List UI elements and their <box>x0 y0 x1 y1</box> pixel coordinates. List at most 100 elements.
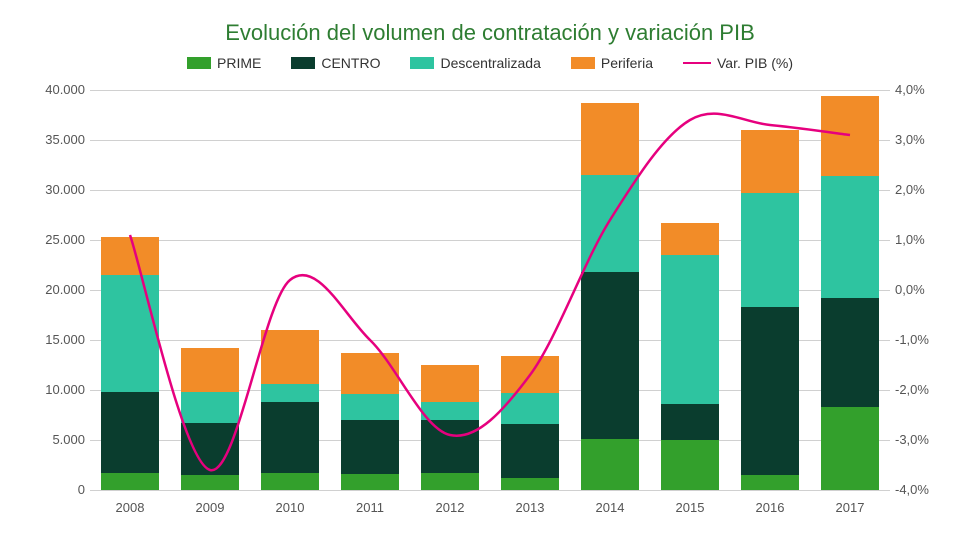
y-left-tick-label: 20.000 <box>30 282 85 297</box>
bar-segment <box>501 356 559 393</box>
y-axis-right: -4,0%-3,0%-2,0%-1,0%0,0%1,0%2,0%3,0%4,0% <box>895 90 950 490</box>
y-axis-left: 05.00010.00015.00020.00025.00030.00035.0… <box>30 90 85 490</box>
bar-segment <box>501 424 559 478</box>
legend-item: Periferia <box>571 55 653 71</box>
legend-label: Var. PIB (%) <box>717 55 793 71</box>
x-tick-label: 2011 <box>330 500 410 530</box>
bar-group <box>101 237 159 490</box>
legend-swatch <box>291 57 315 69</box>
x-tick-label: 2010 <box>250 500 330 530</box>
legend-swatch <box>187 57 211 69</box>
bar-segment <box>101 237 159 275</box>
bar-segment <box>661 255 719 404</box>
bar-group <box>421 365 479 490</box>
y-right-tick-label: -4,0% <box>895 482 950 497</box>
y-right-tick-label: -3,0% <box>895 432 950 447</box>
bar-segment <box>821 96 879 176</box>
bar-segment <box>421 402 479 420</box>
bar-segment <box>181 348 239 392</box>
legend: PRIME CENTRO Descentralizada Periferia Var. … <box>0 55 980 71</box>
legend-item: PRIME <box>187 55 261 71</box>
y-right-tick-label: -1,0% <box>895 332 950 347</box>
bar-segment <box>101 473 159 490</box>
bar-group <box>581 103 639 490</box>
bar-group <box>741 130 799 490</box>
bar-segment <box>501 393 559 424</box>
bar-segment <box>181 423 239 475</box>
x-tick-label: 2009 <box>170 500 250 530</box>
y-right-tick-label: -2,0% <box>895 382 950 397</box>
bar-segment <box>261 330 319 384</box>
x-tick-label: 2014 <box>570 500 650 530</box>
bar-group <box>341 353 399 490</box>
plot-area <box>90 90 890 490</box>
legend-line-swatch <box>683 62 711 64</box>
x-tick-label: 2013 <box>490 500 570 530</box>
x-tick-label: 2015 <box>650 500 730 530</box>
bar-segment <box>581 272 639 439</box>
legend-label: Periferia <box>601 55 653 71</box>
bar-segment <box>101 392 159 473</box>
bar-group <box>261 330 319 490</box>
legend-swatch <box>410 57 434 69</box>
bars-layer <box>90 90 890 490</box>
bar-segment <box>581 103 639 175</box>
bar-segment <box>181 392 239 423</box>
y-right-tick-label: 2,0% <box>895 182 950 197</box>
y-right-tick-label: 1,0% <box>895 232 950 247</box>
x-tick-label: 2008 <box>90 500 170 530</box>
legend-label: PRIME <box>217 55 261 71</box>
bar-group <box>501 356 559 490</box>
y-right-tick-label: 0,0% <box>895 282 950 297</box>
bar-segment <box>341 353 399 394</box>
bar-segment <box>341 474 399 490</box>
legend-item: CENTRO <box>291 55 380 71</box>
bar-segment <box>741 130 799 193</box>
bar-segment <box>421 473 479 490</box>
bar-segment <box>741 475 799 490</box>
y-right-tick-label: 4,0% <box>895 82 950 97</box>
bar-group <box>661 223 719 490</box>
y-left-tick-label: 5.000 <box>30 432 85 447</box>
chart-container: Evolución del volumen de contratación y … <box>0 0 980 560</box>
y-left-tick-label: 40.000 <box>30 82 85 97</box>
x-tick-label: 2012 <box>410 500 490 530</box>
y-left-tick-label: 10.000 <box>30 382 85 397</box>
bar-segment <box>741 193 799 307</box>
bar-segment <box>661 440 719 490</box>
bar-segment <box>581 439 639 490</box>
bar-segment <box>181 475 239 490</box>
y-right-tick-label: 3,0% <box>895 132 950 147</box>
bar-segment <box>741 307 799 475</box>
y-left-tick-label: 15.000 <box>30 332 85 347</box>
y-left-tick-label: 30.000 <box>30 182 85 197</box>
x-tick-label: 2017 <box>810 500 890 530</box>
legend-swatch <box>571 57 595 69</box>
bar-segment <box>821 298 879 407</box>
legend-label: Descentralizada <box>440 55 540 71</box>
y-left-tick-label: 0 <box>30 482 85 497</box>
bar-group <box>821 96 879 490</box>
bar-segment <box>101 275 159 392</box>
bar-group <box>181 348 239 490</box>
legend-item: Descentralizada <box>410 55 540 71</box>
chart-title: Evolución del volumen de contratación y … <box>0 20 980 46</box>
bar-segment <box>261 473 319 490</box>
legend-item: Var. PIB (%) <box>683 55 793 71</box>
bar-segment <box>661 404 719 440</box>
grid-line <box>90 490 890 491</box>
bar-segment <box>821 176 879 298</box>
bar-segment <box>421 420 479 473</box>
bar-segment <box>421 365 479 402</box>
bar-segment <box>261 384 319 402</box>
bar-segment <box>341 394 399 420</box>
y-left-tick-label: 35.000 <box>30 132 85 147</box>
bar-segment <box>661 223 719 255</box>
bar-segment <box>581 175 639 272</box>
x-axis: 2008200920102011201220132014201520162017 <box>90 500 890 530</box>
bar-segment <box>501 478 559 490</box>
bar-segment <box>341 420 399 474</box>
x-tick-label: 2016 <box>730 500 810 530</box>
bar-segment <box>821 407 879 490</box>
bar-segment <box>261 402 319 473</box>
